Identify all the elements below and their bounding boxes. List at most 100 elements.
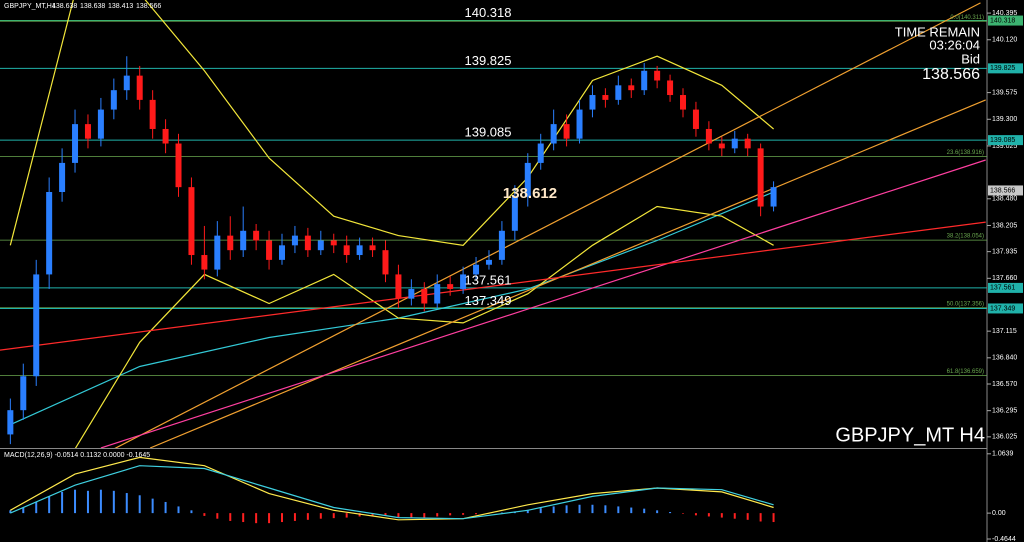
y-tick-label: 139.025 xyxy=(992,143,1017,150)
y-tick-label: 137.935 xyxy=(992,248,1017,255)
indicator-line xyxy=(74,205,774,448)
histogram-bar xyxy=(617,506,620,514)
candle-body xyxy=(136,75,143,100)
level-label: 137.561 xyxy=(465,272,512,287)
candle-body xyxy=(20,376,27,411)
fib-label: 23.6(138.916) xyxy=(947,150,984,156)
histogram-bar xyxy=(371,513,374,516)
candle-body xyxy=(149,99,156,129)
y-tick-label: 139.300 xyxy=(992,116,1017,123)
histogram-bar xyxy=(138,495,141,514)
histogram-bar xyxy=(216,513,219,519)
histogram-bar xyxy=(190,510,193,514)
candle-body xyxy=(498,230,505,260)
level-box xyxy=(988,63,1023,74)
histogram-bar xyxy=(125,493,128,514)
candle-body xyxy=(33,274,40,377)
histogram-bar xyxy=(177,506,180,514)
candle-body xyxy=(382,250,389,275)
histogram-bar xyxy=(565,505,568,514)
histogram-bar xyxy=(694,513,697,516)
y-tick-label: 137.115 xyxy=(992,328,1017,335)
candle-body xyxy=(369,245,376,251)
histogram-bar xyxy=(164,501,167,514)
histogram-bar xyxy=(500,512,503,514)
indicator-line xyxy=(0,221,986,351)
candle-body xyxy=(563,124,570,139)
candle-body xyxy=(266,240,273,260)
candle-body xyxy=(162,128,169,144)
candle-body xyxy=(84,124,91,139)
histogram-bar xyxy=(423,513,426,518)
level-label: 139.825 xyxy=(465,53,512,68)
histogram-bar xyxy=(151,498,154,514)
candle-body xyxy=(550,124,557,144)
level-box-label: 139.825 xyxy=(990,65,1015,72)
histogram-bar xyxy=(306,513,309,520)
histogram-bar xyxy=(720,513,723,518)
histogram-bar xyxy=(9,510,12,514)
histogram-bar xyxy=(733,513,736,519)
histogram-bar xyxy=(332,513,335,519)
histogram-bar xyxy=(462,513,465,515)
watermark: GBPJPY_MT H4 xyxy=(835,424,985,446)
indicator-line xyxy=(114,2,981,448)
histogram-bar xyxy=(229,513,232,521)
histogram-bar xyxy=(345,513,348,518)
indicator-line xyxy=(10,465,774,520)
candle-body xyxy=(589,95,596,110)
candle-body xyxy=(576,109,583,139)
macd-pane xyxy=(9,456,775,524)
high-value: 138.638 xyxy=(80,3,105,10)
timer-time: 03:26:04 xyxy=(929,37,980,52)
histogram-bar xyxy=(61,491,64,514)
histogram-bar xyxy=(410,513,413,519)
indicator-line xyxy=(149,99,986,448)
candle-body xyxy=(731,138,738,149)
y-tick-label: 136.840 xyxy=(992,355,1017,362)
histogram-bar xyxy=(281,513,283,523)
histogram-bar xyxy=(358,513,361,517)
candle-body xyxy=(279,245,285,260)
histogram-bar xyxy=(268,513,271,524)
timer-title: TIME REMAIN xyxy=(895,24,980,39)
candle-body xyxy=(641,70,648,91)
candle-body xyxy=(473,264,480,275)
candle-body xyxy=(343,245,350,256)
level-box xyxy=(988,135,1023,146)
histogram-bar xyxy=(656,510,659,514)
candle-body xyxy=(395,274,402,299)
candle-body xyxy=(253,230,260,241)
histogram-bar xyxy=(526,509,529,514)
level-box-label: 139.085 xyxy=(990,137,1015,144)
candle-body xyxy=(123,75,130,91)
histogram-bar xyxy=(242,513,245,523)
low-value: 138.413 xyxy=(108,3,133,10)
histogram-bar xyxy=(319,513,322,519)
candle-body xyxy=(59,162,66,192)
level-label: 137.349 xyxy=(465,293,512,308)
y-tick-label: 138.205 xyxy=(992,222,1017,229)
candle-body xyxy=(770,187,777,207)
candle-body xyxy=(408,288,415,299)
histogram-bar xyxy=(436,513,439,517)
histogram-bar xyxy=(35,501,38,514)
level-box xyxy=(988,15,1023,26)
price-pane xyxy=(0,0,987,448)
symbol: GBPJPY_MT,H4 xyxy=(4,3,56,10)
y-tick-label: 140.120 xyxy=(992,37,1017,44)
candle-body xyxy=(511,196,518,231)
candle-body xyxy=(705,128,712,144)
candle-body xyxy=(460,274,467,289)
candle-body xyxy=(524,162,531,197)
candle-body xyxy=(421,288,428,304)
histogram-bar xyxy=(397,513,400,518)
level-box-label: 137.561 xyxy=(990,285,1015,292)
histogram-bar xyxy=(539,508,542,514)
candle-body xyxy=(654,70,661,81)
current-price-label: 138.566 xyxy=(990,187,1015,194)
bid-label: Bid xyxy=(961,51,980,66)
y-tick-label: 139.575 xyxy=(992,89,1017,96)
candle-body xyxy=(615,85,622,100)
